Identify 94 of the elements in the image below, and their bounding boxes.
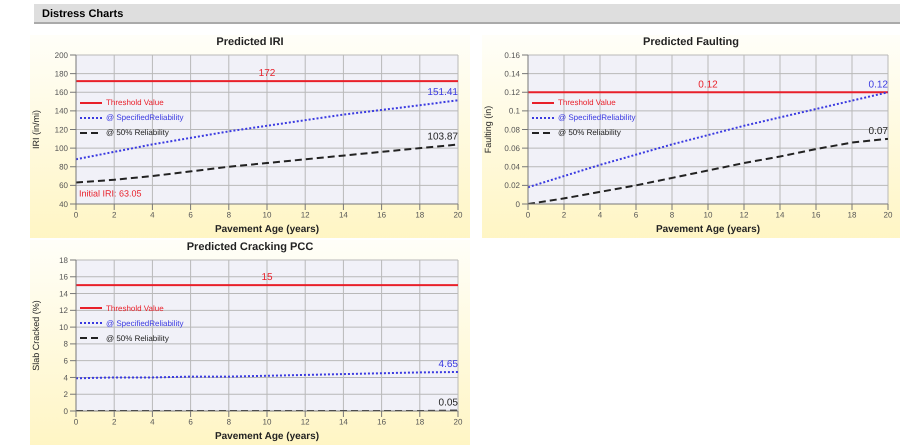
y-tick-label: 16 xyxy=(59,272,69,282)
y-axis-title: IRI (in/mi) xyxy=(31,110,42,149)
chart-title: Predicted Cracking PCC xyxy=(186,240,314,254)
y-tick-label: 0.16 xyxy=(504,50,521,60)
chart-title: Predicted IRI xyxy=(215,35,285,49)
x-tick-label: 10 xyxy=(262,418,272,427)
y-tick-label: 0.04 xyxy=(504,162,521,172)
annotation: Initial IRI: 63.05 xyxy=(79,188,142,199)
y-tick-label: 2 xyxy=(64,390,69,400)
line-series xyxy=(76,370,458,380)
x-tick-label: 16 xyxy=(812,210,821,220)
y-tick-label: 0.06 xyxy=(504,144,521,153)
x-tick-label: 18 xyxy=(415,418,425,427)
line-series xyxy=(76,144,458,184)
y-tick-label: 160 xyxy=(54,88,69,98)
y-tick-label: 80 xyxy=(59,162,69,172)
y-tick-label: 12 xyxy=(59,306,69,316)
y-tick-label: 0.02 xyxy=(504,181,521,190)
y-tick-label: 4 xyxy=(64,373,69,382)
legend-label: @ SpecifiedReliability xyxy=(105,112,184,124)
y-axis-title: Faulting (in) xyxy=(483,106,494,154)
legend-label: Threshold Value xyxy=(105,97,165,110)
y-axis-title: Slab Cracked (%) xyxy=(31,300,42,371)
x-axis-title: Pavement Age (years) xyxy=(214,224,320,235)
x-tick-label: 6 xyxy=(188,210,194,220)
x-tick-label: 8 xyxy=(670,210,675,220)
x-tick-label: 8 xyxy=(226,210,232,220)
x-tick-label: 4 xyxy=(598,210,603,220)
x-tick-label: 2 xyxy=(562,210,567,220)
legend-label: @ 50% Reliability xyxy=(557,127,622,140)
y-tick-label: 0 xyxy=(516,200,521,209)
y-tick-label: 0.1 xyxy=(508,106,521,116)
legend-label: Threshold Value xyxy=(557,97,617,110)
x-tick-label: 12 xyxy=(740,210,749,220)
y-tick-label: 40 xyxy=(59,200,69,209)
legend-label: @ 50% Reliability xyxy=(105,332,170,345)
x-tick-label: 18 xyxy=(848,210,857,220)
y-tick-label: 18 xyxy=(59,256,69,265)
y-tick-label: 8 xyxy=(64,340,69,349)
x-tick-label: 20 xyxy=(884,210,893,220)
text: Distress Charts xyxy=(34,4,900,24)
x-tick-label: 0 xyxy=(74,210,79,220)
data-label: 4.65 xyxy=(438,358,458,370)
y-tick-label: 100 xyxy=(54,144,69,153)
legend-label: Threshold Value xyxy=(105,302,165,315)
x-tick-label: 6 xyxy=(188,418,194,427)
x-tick-label: 10 xyxy=(704,210,713,220)
y-tick-label: 14 xyxy=(59,289,69,298)
legend-label: @ SpecifiedReliability xyxy=(557,112,636,124)
x-tick-label: 0 xyxy=(526,210,531,220)
x-tick-label: 16 xyxy=(377,418,387,427)
x-tick-label: 2 xyxy=(112,210,117,220)
line-series xyxy=(528,91,888,188)
y-tick-label: 60 xyxy=(59,181,69,190)
x-tick-label: 8 xyxy=(226,418,232,427)
line-series xyxy=(76,99,458,160)
data-label: 0.12 xyxy=(868,79,888,90)
data-label: 0.07 xyxy=(868,126,888,137)
x-tick-label: 20 xyxy=(454,210,463,220)
x-tick-label: 14 xyxy=(776,210,785,220)
x-axis-title: Pavement Age (years) xyxy=(214,431,320,442)
y-tick-label: 6 xyxy=(64,356,69,366)
x-axis-title: Pavement Age (years) xyxy=(656,224,760,235)
y-tick-label: 10 xyxy=(59,322,69,332)
y-tick-label: 0.12 xyxy=(504,88,521,98)
x-tick-label: 14 xyxy=(338,418,348,427)
legend-label: @ SpecifiedReliability xyxy=(105,318,184,330)
chart-title: Predicted Faulting xyxy=(642,35,740,49)
data-label: 151.41 xyxy=(427,87,458,98)
y-tick-label: 180 xyxy=(54,69,69,78)
x-tick-label: 4 xyxy=(150,418,156,427)
x-tick-label: 20 xyxy=(454,418,463,427)
x-tick-label: 14 xyxy=(338,210,348,220)
y-tick-label: 120 xyxy=(54,125,69,134)
legend-label: @ 50% Reliability xyxy=(105,127,170,140)
x-tick-label: 0 xyxy=(74,418,79,427)
data-label: 15 xyxy=(261,272,273,284)
y-tick-label: 0 xyxy=(64,406,69,416)
x-tick-label: 10 xyxy=(262,210,272,220)
x-tick-label: 12 xyxy=(300,210,310,220)
y-tick-label: 140 xyxy=(54,106,69,116)
x-tick-label: 12 xyxy=(300,418,310,427)
y-tick-label: 0.14 xyxy=(504,69,521,78)
data-label: 172 xyxy=(258,68,276,80)
x-tick-label: 18 xyxy=(415,210,425,220)
data-label: 0.12 xyxy=(698,79,718,90)
x-tick-label: 2 xyxy=(112,418,117,427)
y-tick-label: 200 xyxy=(54,50,69,60)
x-tick-label: 16 xyxy=(377,210,387,220)
y-tick-label: 0.08 xyxy=(504,125,521,134)
x-tick-label: 4 xyxy=(150,210,156,220)
data-label: 0.05 xyxy=(438,398,458,409)
data-label: 103.87 xyxy=(427,132,458,143)
x-tick-label: 6 xyxy=(634,210,639,220)
